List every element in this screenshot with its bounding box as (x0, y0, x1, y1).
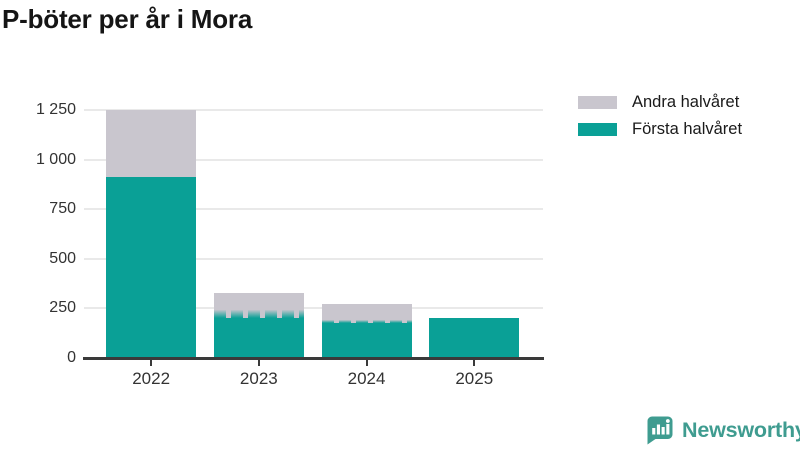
bar-segment-second-half-2024 (321, 304, 412, 324)
legend-label: Andra halvåret (632, 93, 740, 111)
x-axis-label-2024: 2024 (347, 369, 386, 388)
x-axis-label-2023: 2023 (239, 369, 278, 388)
legend-swatch (578, 95, 617, 109)
legend-item-2: Första halvåret (578, 121, 742, 137)
x-axis-tick-2024 (365, 360, 368, 366)
bar-segment-first-half-2023 (213, 318, 304, 358)
bar-segment-first-half-2024 (321, 323, 412, 358)
fuzzy-boundary-2024 (321, 320, 412, 324)
newsworthy-branding: Newsworthy (645, 415, 800, 445)
gridline-1000 (84, 158, 543, 161)
legend-label: Första halvåret (632, 120, 743, 138)
gridline-750 (84, 208, 543, 211)
y-axis-label-1000: 1 000 (35, 150, 76, 168)
bar-segment-first-half-2025 (429, 318, 520, 358)
fuzzy-boundary-2023 (213, 310, 304, 319)
y-axis-label-750: 750 (49, 200, 76, 218)
y-axis-label-250: 250 (49, 299, 76, 317)
y-axis-label-0: 0 (67, 349, 76, 366)
gridline-1250 (84, 109, 543, 111)
newsworthy-logo-icon (647, 416, 673, 445)
legend-swatch (578, 122, 617, 136)
x-axis-baseline (83, 357, 544, 360)
y-axis-label-1250: 1 250 (35, 101, 76, 118)
legend-item-1: Andra halvåret (578, 94, 742, 110)
x-axis-label-2025: 2025 (455, 369, 494, 388)
x-axis-tick-2025 (473, 360, 476, 366)
newsworthy-logo-text: Newsworthy (682, 417, 800, 442)
bar-segment-first-half-2022 (106, 177, 197, 358)
x-axis-label-2022: 2022 (132, 369, 171, 388)
chart-legend: Andra halvåret Första halvåret (578, 94, 742, 148)
gridline-500 (84, 257, 543, 260)
x-axis-tick-2022 (150, 360, 153, 366)
y-axis-label-500: 500 (49, 249, 76, 267)
bar-segment-second-half-2022 (106, 110, 197, 178)
chart-title: P-böter per år i Mora (2, 4, 253, 34)
gridline-250 (84, 307, 543, 310)
x-axis-tick-2023 (257, 360, 260, 366)
